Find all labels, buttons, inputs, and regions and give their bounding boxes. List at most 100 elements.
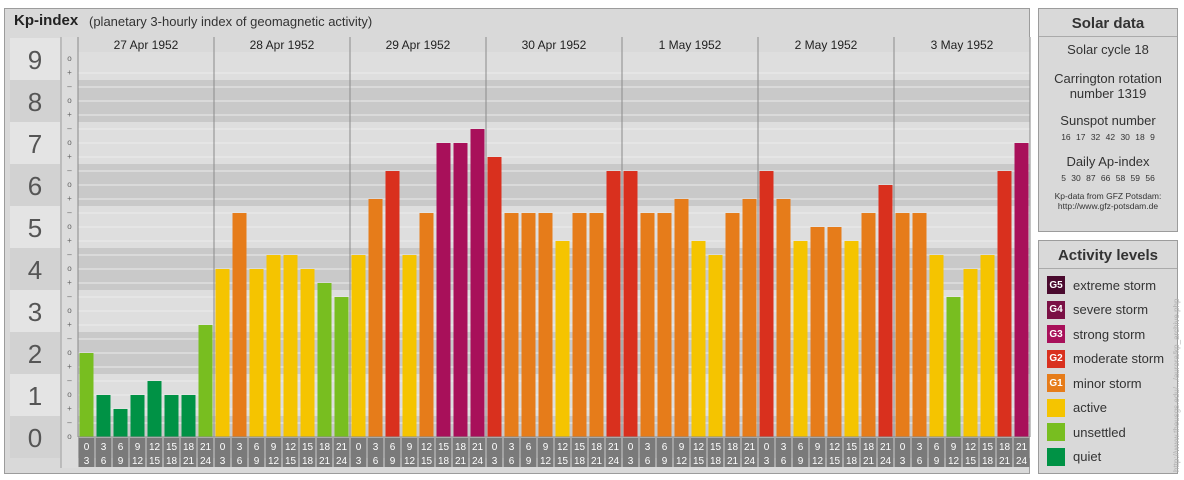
interval-start-label: 18: [727, 442, 739, 453]
minor-mark: –: [67, 208, 72, 217]
kp-bar: [368, 198, 383, 437]
minor-mark: –: [67, 418, 72, 427]
interval-end-label: 9: [662, 456, 668, 467]
kp-bar: [453, 143, 468, 437]
interval-cell: [877, 438, 894, 467]
interval-cell: [452, 438, 469, 467]
legend-swatch: G5: [1047, 276, 1065, 294]
y-tick-label: 9: [28, 45, 42, 75]
interval-cell: [503, 438, 520, 467]
ap-index-values: 5 30 87 66 58 59 56: [1061, 173, 1155, 183]
interval-start-label: 12: [149, 442, 161, 453]
minor-mark: +: [67, 68, 72, 77]
kp-bar: [606, 171, 621, 437]
minor-mark: +: [67, 404, 72, 413]
interval-start-label: 6: [662, 442, 668, 453]
legend-swatch: G4: [1047, 300, 1065, 319]
interval-start-label: 15: [302, 442, 314, 453]
kp-bar: [317, 282, 332, 437]
y-band-label-bg: [10, 248, 60, 290]
interval-cell: [95, 438, 112, 467]
kp-bar: [691, 240, 706, 437]
day-label: 2 May 1952: [795, 38, 858, 52]
y-band-label-bg: [10, 164, 60, 206]
legend-label: severe storm: [1073, 302, 1149, 317]
minor-mark: o: [67, 264, 72, 273]
interval-cell: [741, 438, 758, 467]
interval-end-label: 18: [710, 456, 722, 467]
interval-end-label: 18: [574, 456, 586, 467]
interval-end-label: 24: [336, 456, 348, 467]
interval-end-label: 15: [693, 456, 705, 467]
minor-mark: o: [67, 138, 72, 147]
interval-end-label: 15: [829, 456, 841, 467]
y-tick-label: 8: [28, 87, 42, 117]
interval-cell: [928, 438, 945, 467]
y-band-label-bg: [10, 416, 60, 458]
interval-start-label: 21: [880, 442, 892, 453]
kp-bar: [555, 240, 570, 437]
interval-cell: [860, 438, 877, 467]
interval-start-label: 3: [101, 442, 107, 453]
interval-end-label: 6: [917, 456, 923, 467]
interval-cell: [197, 438, 214, 467]
kp-bar: [538, 213, 553, 437]
kp-bar: [589, 213, 604, 437]
minor-mark: o: [67, 222, 72, 231]
interval-start-label: 12: [965, 442, 977, 453]
interval-start-label: 12: [693, 442, 705, 453]
interval-cell: [656, 438, 673, 467]
y-tick-label: 3: [28, 297, 42, 327]
y-tick-label: 1: [28, 381, 42, 411]
kp-bar: [487, 156, 502, 437]
interval-end-label: 3: [356, 456, 362, 467]
kp-bar: [419, 213, 434, 437]
kp-bar: [130, 395, 145, 437]
interval-end-label: 24: [880, 456, 892, 467]
interval-cell: [282, 438, 299, 467]
legend-label: moderate storm: [1073, 351, 1165, 366]
y-band-label-bg: [10, 206, 60, 248]
kp-bar: [164, 395, 179, 437]
legend-label: extreme storm: [1073, 277, 1157, 293]
interval-start-label: 9: [407, 442, 413, 453]
kp-bar: [997, 171, 1012, 437]
legend-swatch: [1047, 398, 1065, 417]
minor-mark: –: [67, 250, 72, 259]
interval-start-label: 0: [900, 442, 906, 453]
kp-bar: [810, 227, 825, 437]
kp-bar: [249, 269, 264, 437]
interval-start-label: 3: [373, 442, 379, 453]
interval-cell: [894, 438, 911, 467]
kp-bar: [147, 381, 162, 437]
interval-start-label: 18: [591, 442, 603, 453]
kp-bar: [708, 255, 723, 437]
day-label: 3 May 1952: [931, 38, 994, 52]
interval-start-label: 0: [356, 442, 362, 453]
activity-levels-panel: Activity levels G5 extreme storm G4 severe …: [1038, 240, 1178, 474]
kp-bar: [232, 213, 247, 437]
interval-cell: [826, 438, 843, 467]
interval-end-label: 6: [781, 456, 787, 467]
chart-title: Kp-index: [14, 12, 79, 29]
interval-end-label: 9: [118, 456, 124, 467]
kp-bar: [198, 324, 213, 437]
interval-start-label: 6: [390, 442, 396, 453]
interval-cell: [1013, 438, 1030, 467]
interval-end-label: 12: [540, 456, 552, 467]
kp-bar: [861, 213, 876, 437]
interval-cell: [537, 438, 554, 467]
interval-cell: [78, 438, 95, 467]
solar-data-title: Solar data: [1039, 9, 1177, 37]
minor-mark: –: [67, 334, 72, 343]
kp-bar: [657, 213, 672, 437]
interval-end-label: 18: [982, 456, 994, 467]
interval-cell: [129, 438, 146, 467]
interval-start-label: 0: [764, 442, 770, 453]
carrington-line-2: number 1319: [1069, 86, 1147, 101]
interval-cell: [299, 438, 316, 467]
interval-start-label: 9: [815, 442, 821, 453]
interval-cell: [214, 438, 231, 467]
interval-cell: [350, 438, 367, 467]
interval-end-label: 3: [764, 456, 770, 467]
